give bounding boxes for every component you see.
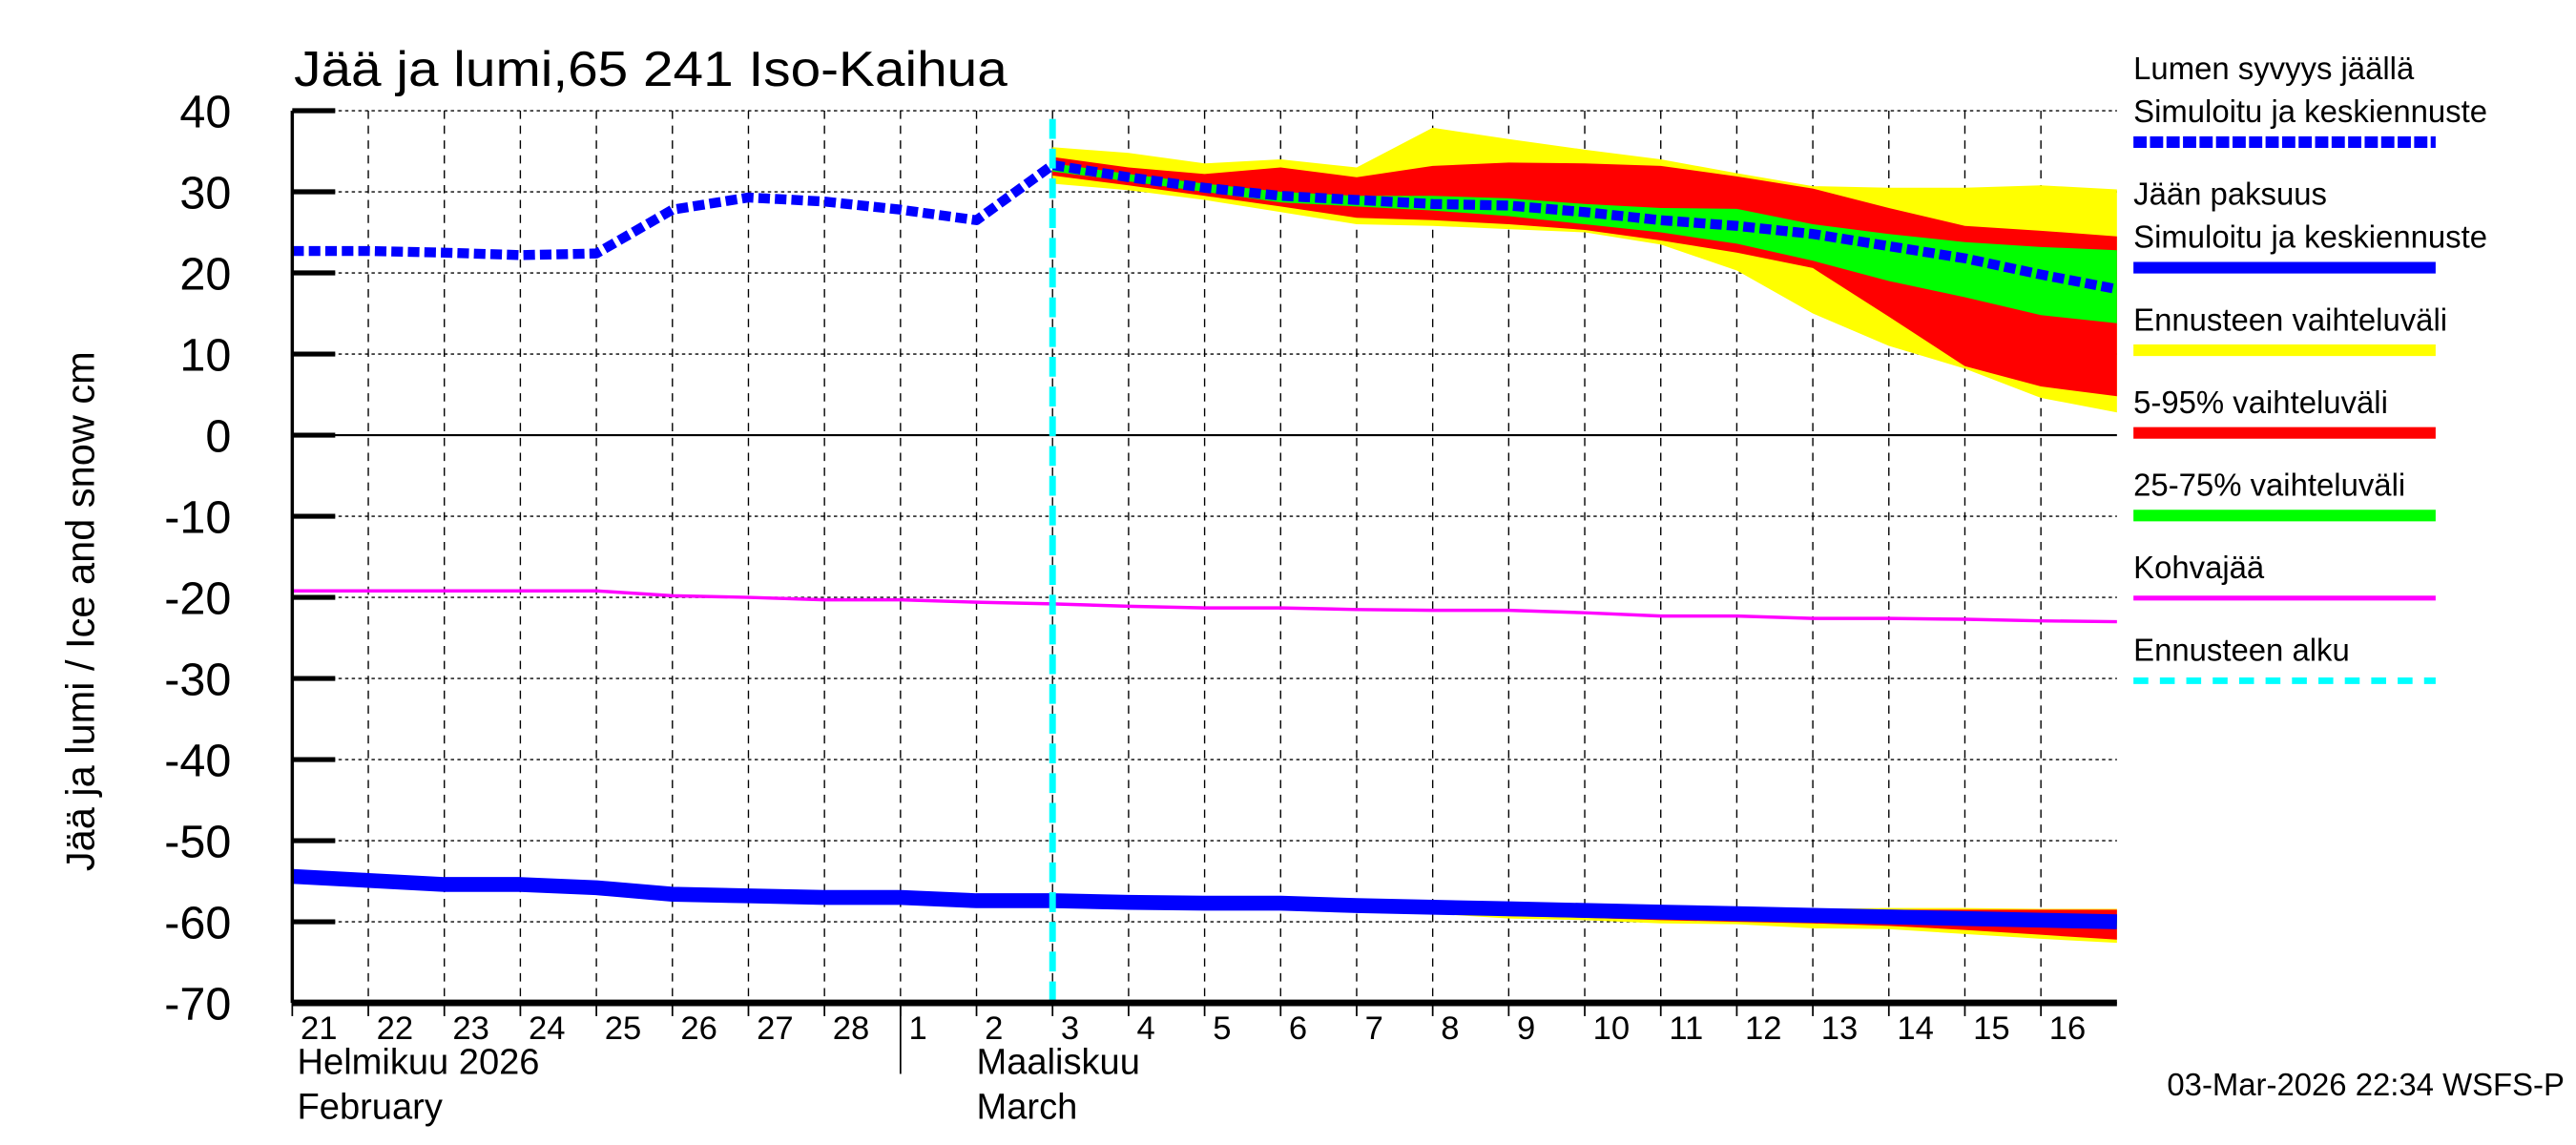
x-tick-label: 10 bbox=[1593, 1010, 1630, 1047]
month-label-fi: Maaliskuu bbox=[977, 1043, 1140, 1083]
footer-timestamp: 03-Mar-2026 22:34 WSFS-P bbox=[2167, 1067, 2564, 1102]
x-tick-label: 5 bbox=[1213, 1010, 1231, 1047]
x-tick-label: 11 bbox=[1669, 1010, 1703, 1047]
y-tick-label: 20 bbox=[179, 248, 231, 300]
month-label-en: February bbox=[298, 1087, 443, 1127]
x-tick-label: 2 bbox=[985, 1010, 1003, 1047]
x-tick-label: 22 bbox=[377, 1010, 413, 1047]
series-lines bbox=[291, 118, 2118, 1004]
x-tick-label: 13 bbox=[1821, 1010, 1858, 1047]
x-tick-label: 16 bbox=[2049, 1010, 2086, 1047]
y-tick-label: -60 bbox=[164, 897, 231, 948]
month-label-fi: Helmikuu 2026 bbox=[298, 1043, 540, 1083]
x-tick-label: 25 bbox=[605, 1010, 641, 1047]
y-tick-label: 10 bbox=[179, 329, 231, 381]
y-tick-label: 0 bbox=[205, 410, 231, 462]
legend-label: Ennusteen alku bbox=[2133, 633, 2350, 668]
x-tick-label: 3 bbox=[1061, 1010, 1079, 1047]
x-tick-label: 28 bbox=[833, 1010, 869, 1047]
snow-band-p5-95 bbox=[1052, 156, 2117, 397]
legend-label: Kohvajää bbox=[2133, 550, 2265, 585]
legend-label: Ennusteen vaihteluväli bbox=[2133, 302, 2447, 337]
x-tick-label: 21 bbox=[301, 1010, 337, 1047]
y-tick-label: -10 bbox=[164, 491, 231, 543]
y-tick-label: -70 bbox=[164, 978, 231, 1030]
x-tick-label: 24 bbox=[529, 1010, 565, 1047]
legend: Lumen syvyys jäällä Simuloitu ja keskienn… bbox=[2133, 51, 2487, 684]
y-tick-label: -30 bbox=[164, 654, 231, 705]
legend-sublabel: Simuloitu ja keskiennuste bbox=[2133, 94, 2487, 129]
y-tick-label: 30 bbox=[179, 167, 231, 219]
y-tick-label: 40 bbox=[179, 86, 231, 137]
x-tick-label: 6 bbox=[1289, 1010, 1307, 1047]
x-tick-label: 27 bbox=[757, 1010, 793, 1047]
x-tick-label: 15 bbox=[1973, 1010, 2009, 1047]
x-tick-label: 4 bbox=[1137, 1010, 1155, 1047]
chart-title: Jää ja lumi,65 241 Iso-Kaihua bbox=[294, 42, 1008, 97]
legend-label: 25-75% vaihteluväli bbox=[2133, 467, 2405, 502]
x-tick-label: 23 bbox=[452, 1010, 488, 1047]
legend-label: Jään paksuus bbox=[2133, 177, 2327, 212]
legend-sublabel: Simuloitu ja keskiennuste bbox=[2133, 219, 2487, 255]
x-tick-label: 9 bbox=[1517, 1010, 1535, 1047]
y-axis-label: Jää ja lumi / Ice and snow cm bbox=[58, 351, 103, 871]
y-tick-label: -40 bbox=[164, 735, 231, 786]
x-tick-label: 26 bbox=[680, 1010, 717, 1047]
y-tick-label: -50 bbox=[164, 816, 231, 867]
month-label-en: March bbox=[977, 1087, 1078, 1127]
x-tick-label: 7 bbox=[1365, 1010, 1383, 1047]
x-tick-label: 8 bbox=[1441, 1010, 1459, 1047]
x-tick-label: 1 bbox=[908, 1010, 926, 1047]
snow-band-p25-75 bbox=[1052, 163, 2117, 323]
y-tick-label: -20 bbox=[164, 572, 231, 624]
x-tick-label: 14 bbox=[1897, 1010, 1933, 1047]
legend-label: 5-95% vaihteluväli bbox=[2133, 385, 2388, 420]
legend-label: Lumen syvyys jäällä bbox=[2133, 51, 2415, 86]
x-tick-label: 12 bbox=[1745, 1010, 1781, 1047]
